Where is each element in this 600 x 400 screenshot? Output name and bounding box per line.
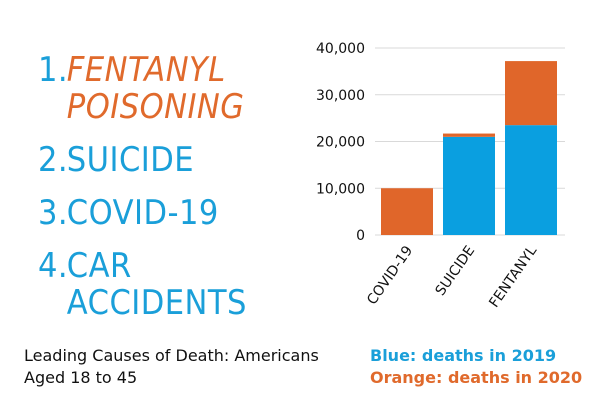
- bar-fentanyl-orange: [505, 61, 557, 126]
- legend-blue: Blue: deaths in 2019: [370, 346, 557, 365]
- rank-label: FENTANYL POISONING: [66, 50, 245, 127]
- rank-number: 1.: [38, 50, 69, 90]
- rank-label: CAR ACCIDENTS: [66, 246, 247, 323]
- x-category-label: COVID-19: [364, 243, 416, 308]
- y-tick-label: 0: [356, 228, 365, 244]
- rank-number: 2.: [38, 140, 69, 180]
- rank-item-4: 4. CAR ACCIDENTS: [38, 246, 247, 323]
- rank-number: 4.: [38, 246, 69, 286]
- rank-item-1: 1. FENTANYL POISONING: [38, 50, 245, 127]
- rank-item-3: 3. COVID-19: [38, 195, 220, 232]
- rank-label: SUICIDE: [66, 140, 195, 180]
- rank-item-2: 2. SUICIDE: [38, 142, 220, 179]
- y-tick-label: 40,000: [316, 41, 365, 57]
- bar-suicide-blue: [443, 136, 495, 235]
- x-category-label: SUICIDE: [433, 243, 479, 299]
- rank-label: COVID-19: [66, 193, 219, 233]
- bar-suicide-orange: [443, 133, 495, 137]
- x-category-label: FENTANYL: [486, 243, 540, 311]
- y-tick-label: 30,000: [316, 88, 365, 104]
- y-tick-label: 10,000: [316, 181, 365, 197]
- rank-number: 3.: [38, 193, 69, 233]
- legend-orange: Orange: deaths in 2020: [370, 368, 583, 387]
- bar-fentanyl-blue: [505, 125, 557, 235]
- bar-covid-19-orange: [381, 188, 433, 235]
- chart-caption: Leading Causes of Death: Americans Aged …: [24, 346, 319, 387]
- y-tick-label: 20,000: [316, 135, 365, 151]
- chart-legend: Blue: deaths in 2019 Orange: deaths in 2…: [370, 345, 582, 389]
- ranking-list: 1. FENTANYL POISONING 2. SUICIDE 3. COVI…: [38, 50, 247, 338]
